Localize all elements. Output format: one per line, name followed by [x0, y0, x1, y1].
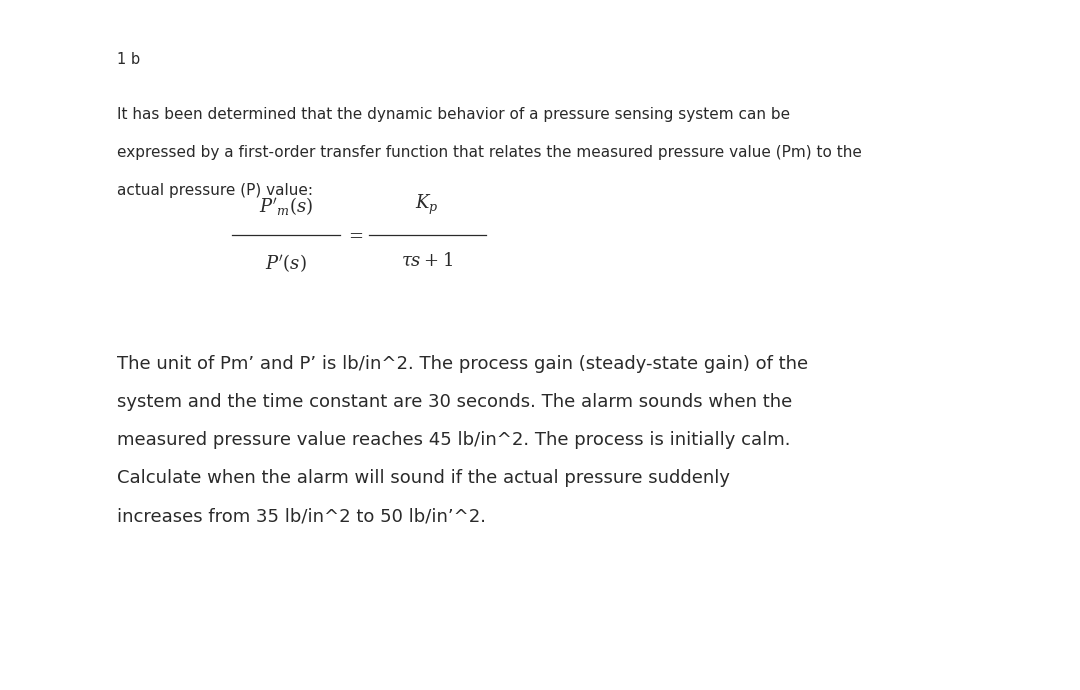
Text: $P'(s)$: $P'(s)$: [266, 252, 307, 274]
Text: $=$: $=$: [345, 226, 364, 244]
Text: measured pressure value reaches 45 lb/in^2. The process is initially calm.: measured pressure value reaches 45 lb/in…: [117, 431, 791, 449]
Text: $\tau s + 1$: $\tau s + 1$: [401, 252, 453, 270]
Text: actual pressure (P) value:: actual pressure (P) value:: [117, 183, 312, 198]
Text: increases from 35 lb/in^2 to 50 lb/in’^2.: increases from 35 lb/in^2 to 50 lb/in’^2…: [117, 507, 486, 525]
Text: It has been determined that the dynamic behavior of a pressure sensing system ca: It has been determined that the dynamic …: [117, 107, 789, 122]
Text: The unit of Pm’ and P’ is lb/in^2. The process gain (steady-state gain) of the: The unit of Pm’ and P’ is lb/in^2. The p…: [117, 355, 808, 373]
Text: $P'_m(s)$: $P'_m(s)$: [259, 195, 313, 217]
Text: $K_p$: $K_p$: [415, 193, 438, 217]
Text: system and the time constant are 30 seconds. The alarm sounds when the: system and the time constant are 30 seco…: [117, 393, 792, 411]
Text: 1 b: 1 b: [117, 52, 139, 67]
Text: Calculate when the alarm will sound if the actual pressure suddenly: Calculate when the alarm will sound if t…: [117, 469, 730, 487]
Text: expressed by a first-order transfer function that relates the measured pressure : expressed by a first-order transfer func…: [117, 145, 862, 160]
